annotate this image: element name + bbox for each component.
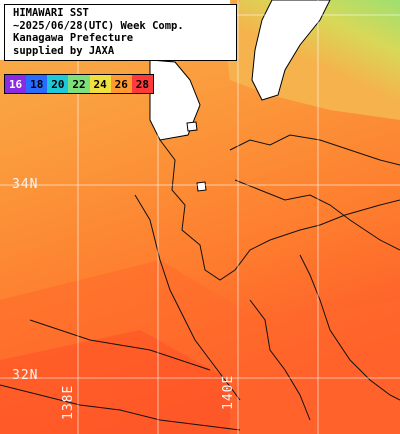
legend-cell-20: 20	[47, 75, 69, 93]
info-source: supplied by JAXA	[13, 44, 115, 57]
legend-cell-24: 24	[89, 75, 111, 93]
info-date: ~2025/06/28(UTC) Week Comp.	[13, 19, 184, 32]
legend-cell-22: 22	[68, 75, 90, 93]
sst-contours	[0, 134, 400, 431]
legend-cell-28: 28	[131, 75, 153, 93]
lon-label-140e: 140E	[221, 374, 236, 410]
map-info-box: HIMAWARI SST ~2025/06/28(UTC) Week Comp.…	[4, 4, 237, 61]
legend-cell-26: 26	[110, 75, 132, 93]
warm-core	[0, 330, 230, 434]
sst-color-legend: 16 18 20 22 24 26 28	[4, 74, 154, 94]
info-region: Kanagawa Prefecture	[13, 32, 134, 44]
legend-cell-16: 16	[5, 75, 27, 93]
legend-cell-18: 18	[26, 75, 48, 93]
land-islet-a	[186, 121, 198, 132]
info-title: HIMAWARI SST	[13, 7, 89, 19]
land-boso-peninsula	[251, 0, 331, 101]
lon-label-138e: 138E	[61, 384, 76, 420]
land-miura-izu	[149, 59, 201, 141]
lat-label-34n: 34N	[12, 177, 39, 192]
land-islet-b	[196, 181, 207, 192]
lat-label-32n: 32N	[12, 368, 39, 383]
